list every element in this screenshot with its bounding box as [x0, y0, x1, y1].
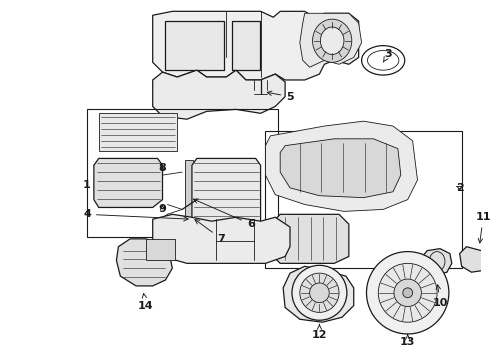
- Text: 13: 13: [400, 334, 416, 347]
- Ellipse shape: [367, 252, 449, 334]
- Text: 1: 1: [83, 180, 91, 190]
- Polygon shape: [460, 247, 490, 272]
- Ellipse shape: [300, 273, 339, 312]
- Bar: [87, 109, 278, 237]
- Text: 14: 14: [138, 293, 154, 311]
- Ellipse shape: [310, 283, 329, 303]
- Text: 7: 7: [195, 220, 225, 244]
- Polygon shape: [280, 139, 401, 198]
- Text: 12: 12: [312, 324, 327, 340]
- Text: 2: 2: [456, 183, 464, 193]
- Text: 3: 3: [383, 49, 392, 62]
- Bar: [185, 161, 193, 234]
- Text: 4: 4: [83, 209, 188, 221]
- Bar: [266, 131, 462, 268]
- Polygon shape: [153, 11, 359, 80]
- Polygon shape: [283, 266, 354, 322]
- Ellipse shape: [403, 288, 413, 298]
- Text: 11: 11: [475, 212, 490, 243]
- Ellipse shape: [313, 19, 352, 62]
- Polygon shape: [153, 214, 290, 264]
- Bar: [146, 239, 175, 260]
- Text: 10: 10: [432, 285, 448, 307]
- Polygon shape: [99, 113, 177, 150]
- Ellipse shape: [394, 279, 421, 306]
- Polygon shape: [117, 239, 172, 286]
- Polygon shape: [153, 70, 285, 119]
- Text: 5: 5: [267, 91, 294, 102]
- Polygon shape: [420, 249, 452, 276]
- Ellipse shape: [320, 27, 344, 54]
- Polygon shape: [270, 214, 349, 264]
- Ellipse shape: [378, 264, 437, 322]
- Bar: [166, 21, 224, 70]
- Polygon shape: [266, 121, 417, 211]
- Text: 6: 6: [194, 199, 255, 229]
- Polygon shape: [94, 158, 163, 207]
- Text: 8: 8: [159, 163, 167, 173]
- Bar: [232, 21, 260, 70]
- Text: 9: 9: [159, 204, 167, 215]
- Polygon shape: [300, 13, 362, 67]
- Polygon shape: [192, 158, 261, 241]
- Ellipse shape: [292, 265, 347, 320]
